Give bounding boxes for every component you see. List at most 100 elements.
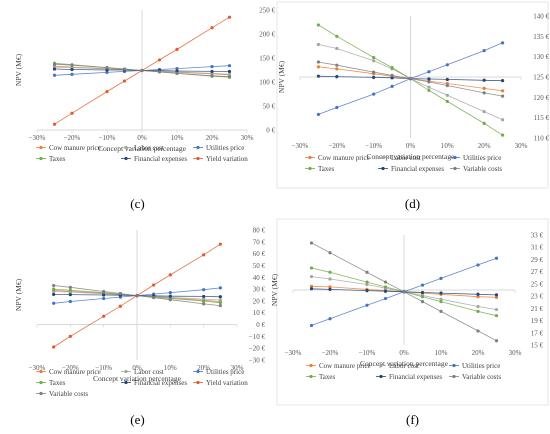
data-point-variable-costs — [445, 83, 449, 88]
data-point-cow-manure-price — [309, 284, 314, 288]
legend-entry: Financial expenses — [391, 165, 444, 173]
data-point-labor-cost — [227, 72, 232, 76]
legend-entry: Cow manure price — [49, 368, 101, 376]
y-tick-label: 29 € — [531, 256, 544, 264]
data-point-cow-manure-price — [476, 295, 480, 299]
y-axis-title: NPV (M€) — [14, 278, 23, 311]
chart-panel-4: −30% −20% −10% 0% 10% 20% 30% 15 € 17 € 19 € 21 € 2… — [270, 218, 549, 427]
data-point-utilities-price — [445, 63, 449, 67]
data-point-taxes — [445, 99, 449, 103]
x-tick-label: −20% — [328, 142, 345, 150]
data-point-cow-manure-price — [316, 65, 321, 69]
y-tick-label: 125 € — [533, 74, 549, 82]
data-point-labor-cost — [218, 298, 222, 302]
legend-entry: Taxes — [319, 373, 336, 381]
x-tick-label: 20% — [478, 142, 491, 150]
data-point-taxes — [390, 66, 394, 70]
data-point-variable-costs — [102, 289, 106, 294]
legend-swatch-marker — [452, 374, 456, 379]
data-point-utilities-price — [365, 303, 369, 307]
data-point-financial-expenses — [202, 294, 206, 299]
data-point-financial-expenses — [420, 290, 425, 295]
legend-entry: Taxes — [49, 379, 66, 387]
data-point-utilities-price — [476, 263, 480, 267]
y-tick-label: 80 € — [253, 227, 266, 235]
data-point-utilities-price — [372, 92, 376, 96]
legend-swatch-marker — [39, 156, 43, 161]
legend-entry: Taxes — [318, 165, 335, 173]
data-point-labor-cost — [372, 59, 376, 63]
data-point-cow-manure-price — [328, 285, 332, 289]
data-point-financial-expenses — [383, 289, 388, 293]
data-point-utilities-price — [218, 286, 222, 290]
data-point-taxes — [427, 88, 431, 93]
data-point-yield-variation — [152, 283, 156, 287]
data-point-cow-manure-price — [500, 89, 505, 93]
legend-swatch-marker — [39, 145, 43, 150]
data-point-variable-costs — [140, 68, 144, 73]
chart-panel-1: −30% −20% −10% 0% 10% 20% 30% 0 € 50 € 100 € 150 €… — [14, 7, 276, 212]
data-point-variable-costs — [122, 67, 127, 71]
data-point-taxes — [482, 121, 486, 125]
legend-swatch-marker — [453, 155, 457, 160]
data-point-variable-costs — [202, 302, 206, 306]
data-point-variable-costs — [118, 291, 122, 296]
data-point-yield-variation — [218, 242, 222, 246]
data-point-taxes — [328, 270, 332, 274]
y-tick-label: −10 € — [249, 333, 266, 341]
data-point-financial-expenses — [316, 74, 321, 78]
data-point-taxes — [420, 295, 425, 299]
legend-swatch-marker — [39, 369, 43, 374]
legend-swatch-marker — [124, 145, 128, 150]
data-point-labor-cost — [445, 93, 449, 97]
y-tick-label: 23 € — [531, 293, 544, 301]
legend: Cow manure price Labor cost Utilities pric… — [36, 368, 248, 398]
data-point-financial-expenses — [105, 68, 109, 72]
data-point-variable-costs — [494, 339, 499, 343]
panel-label: (f) — [406, 412, 419, 427]
data-point-utilities-price — [494, 256, 499, 260]
data-point-variable-costs — [500, 94, 505, 98]
data-point-variable-costs — [316, 60, 321, 64]
x-tick-label: −30% — [29, 134, 46, 142]
y-tick-label: 250 € — [259, 7, 275, 15]
data-point-utilities-price — [168, 291, 172, 295]
data-point-variable-costs — [328, 251, 332, 255]
legend-entry: Utilities price — [462, 362, 500, 370]
data-point-utilities-price — [70, 72, 74, 76]
chart-panel-3: −30% −20% −10% 0% 10% 20% 30% −30 € −20 € −10 € 0 … — [14, 227, 266, 428]
legend: Cow manure price Labor cost Utilities pric… — [36, 144, 248, 163]
x-tick-label: 10% — [171, 134, 184, 142]
data-point-variable-costs — [365, 270, 369, 274]
data-point-taxes — [316, 23, 321, 27]
data-point-utilities-price — [105, 70, 109, 74]
y-tick-label: 17 € — [531, 329, 544, 337]
legend-swatch-marker — [381, 155, 385, 160]
data-point-financial-expenses — [439, 291, 443, 295]
data-point-variable-costs — [175, 71, 179, 75]
y-tick-label: 60 € — [253, 250, 266, 258]
y-tick-label: 100 € — [259, 79, 275, 87]
y-tick-label: 25 € — [531, 280, 544, 288]
data-point-variable-costs — [427, 80, 431, 84]
data-point-labor-cost — [500, 118, 505, 122]
data-point-financial-expenses — [68, 293, 72, 297]
y-tick-label: −20 € — [249, 345, 266, 353]
x-tick-label: 10% — [435, 349, 448, 357]
panel-frame — [276, 218, 549, 406]
data-point-taxes — [309, 266, 314, 270]
x-tick-label: −30% — [29, 364, 46, 372]
x-tick-label: 20% — [472, 349, 485, 357]
data-point-variable-costs — [105, 66, 109, 70]
data-point-financial-expenses — [482, 78, 486, 82]
legend-swatch-marker — [196, 145, 200, 150]
x-axis-title: Concept variation percentage — [367, 152, 456, 161]
data-point-financial-expenses — [390, 76, 394, 80]
data-point-variable-costs — [390, 73, 394, 77]
data-point-variable-costs — [52, 283, 56, 288]
data-point-financial-expenses — [328, 287, 332, 291]
data-point-taxes — [494, 314, 499, 318]
x-tick-label: 0% — [132, 364, 142, 372]
legend-swatch-marker — [124, 156, 128, 161]
